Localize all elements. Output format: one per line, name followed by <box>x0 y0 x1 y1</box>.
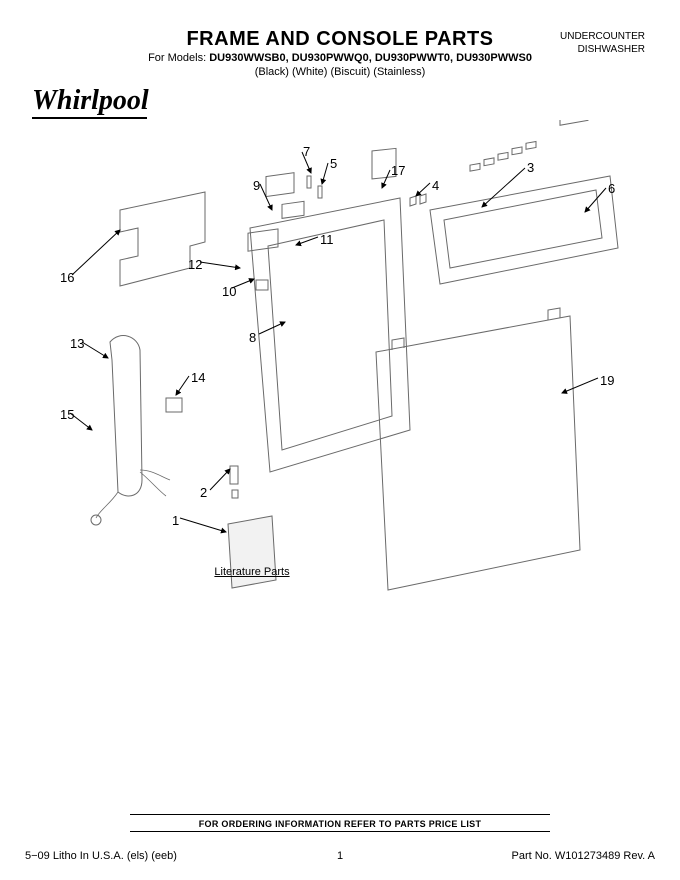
parts-group <box>91 120 618 590</box>
product-type: UNDERCOUNTER DISHWASHER <box>560 30 645 56</box>
callout-12: 12 <box>188 257 202 272</box>
leader-line <box>210 469 230 490</box>
leader-line <box>82 342 108 358</box>
part-2b <box>232 490 238 498</box>
callout-6: 6 <box>608 181 615 196</box>
leader-line <box>296 237 318 245</box>
leader-line <box>176 376 189 395</box>
callout-1: 1 <box>172 513 179 528</box>
part-11 <box>282 201 304 218</box>
part-7 <box>307 176 311 188</box>
part-10 <box>256 280 268 290</box>
callout-13: 13 <box>70 336 84 351</box>
leader-line <box>562 378 598 393</box>
leader-line <box>382 170 390 188</box>
part-4 <box>410 194 426 206</box>
page-root: FRAME AND CONSOLE PARTS For Models: DU93… <box>0 0 680 880</box>
callout-7: 7 <box>303 144 310 159</box>
leader-line <box>180 518 226 532</box>
callout-2: 2 <box>200 485 207 500</box>
callout-10: 10 <box>222 284 236 299</box>
product-type-line1: UNDERCOUNTER <box>560 30 645 43</box>
part-6-console <box>430 176 618 284</box>
product-type-line2: DISHWASHER <box>560 43 645 56</box>
callout-15: 15 <box>60 407 74 422</box>
callout-4: 4 <box>432 178 439 193</box>
part-2a <box>230 466 238 484</box>
leader-line <box>416 183 430 196</box>
part-15-sensor <box>91 515 101 525</box>
part-5 <box>318 186 322 198</box>
callout-19: 19 <box>600 373 614 388</box>
color-labels: (Black) (White) (Biscuit) (Stainless) <box>255 66 426 78</box>
leader-line <box>322 163 328 184</box>
part-13-wires <box>96 470 170 518</box>
part-number: Part No. W101273489 Rev. A <box>512 850 656 862</box>
part-8-inner <box>268 220 392 450</box>
callout-14: 14 <box>191 370 205 385</box>
diagram-svg <box>0 120 680 740</box>
callout-3: 3 <box>527 160 534 175</box>
ordering-info-bar: FOR ORDERING INFORMATION REFER TO PARTS … <box>130 814 550 832</box>
leader-line <box>200 262 240 268</box>
model-line: For Models: DU930WWSB0, DU930PWWQ0, DU93… <box>148 52 532 64</box>
callout-17: 17 <box>391 163 405 178</box>
callout-16: 16 <box>60 270 74 285</box>
callout-5: 5 <box>330 156 337 171</box>
footer-left: 5−09 Litho In U.S.A. (els) (eeb) <box>25 850 177 862</box>
page-number: 1 <box>337 850 343 862</box>
callout-9: 9 <box>253 178 260 193</box>
subtitle-prefix: For Models: <box>148 52 209 64</box>
page-title: FRAME AND CONSOLE PARTS <box>186 28 493 51</box>
exploded-diagram: 123456789101112131415161719 Literature P… <box>0 120 680 740</box>
leader-line <box>259 322 285 334</box>
literature-label: Literature Parts <box>207 566 297 578</box>
brand-logo: Whirlpool <box>32 85 149 117</box>
leader-lines <box>70 152 606 532</box>
model-numbers: DU930WWSB0, DU930PWWQ0, DU930PWWT0, DU93… <box>209 52 532 64</box>
leader-line <box>482 168 525 207</box>
callout-11: 11 <box>320 232 334 247</box>
part-9 <box>266 173 294 197</box>
part-13-harness <box>110 336 142 496</box>
leader-line <box>72 230 120 275</box>
part-12 <box>248 229 278 251</box>
part-14 <box>166 398 182 412</box>
callout-8: 8 <box>249 330 256 345</box>
